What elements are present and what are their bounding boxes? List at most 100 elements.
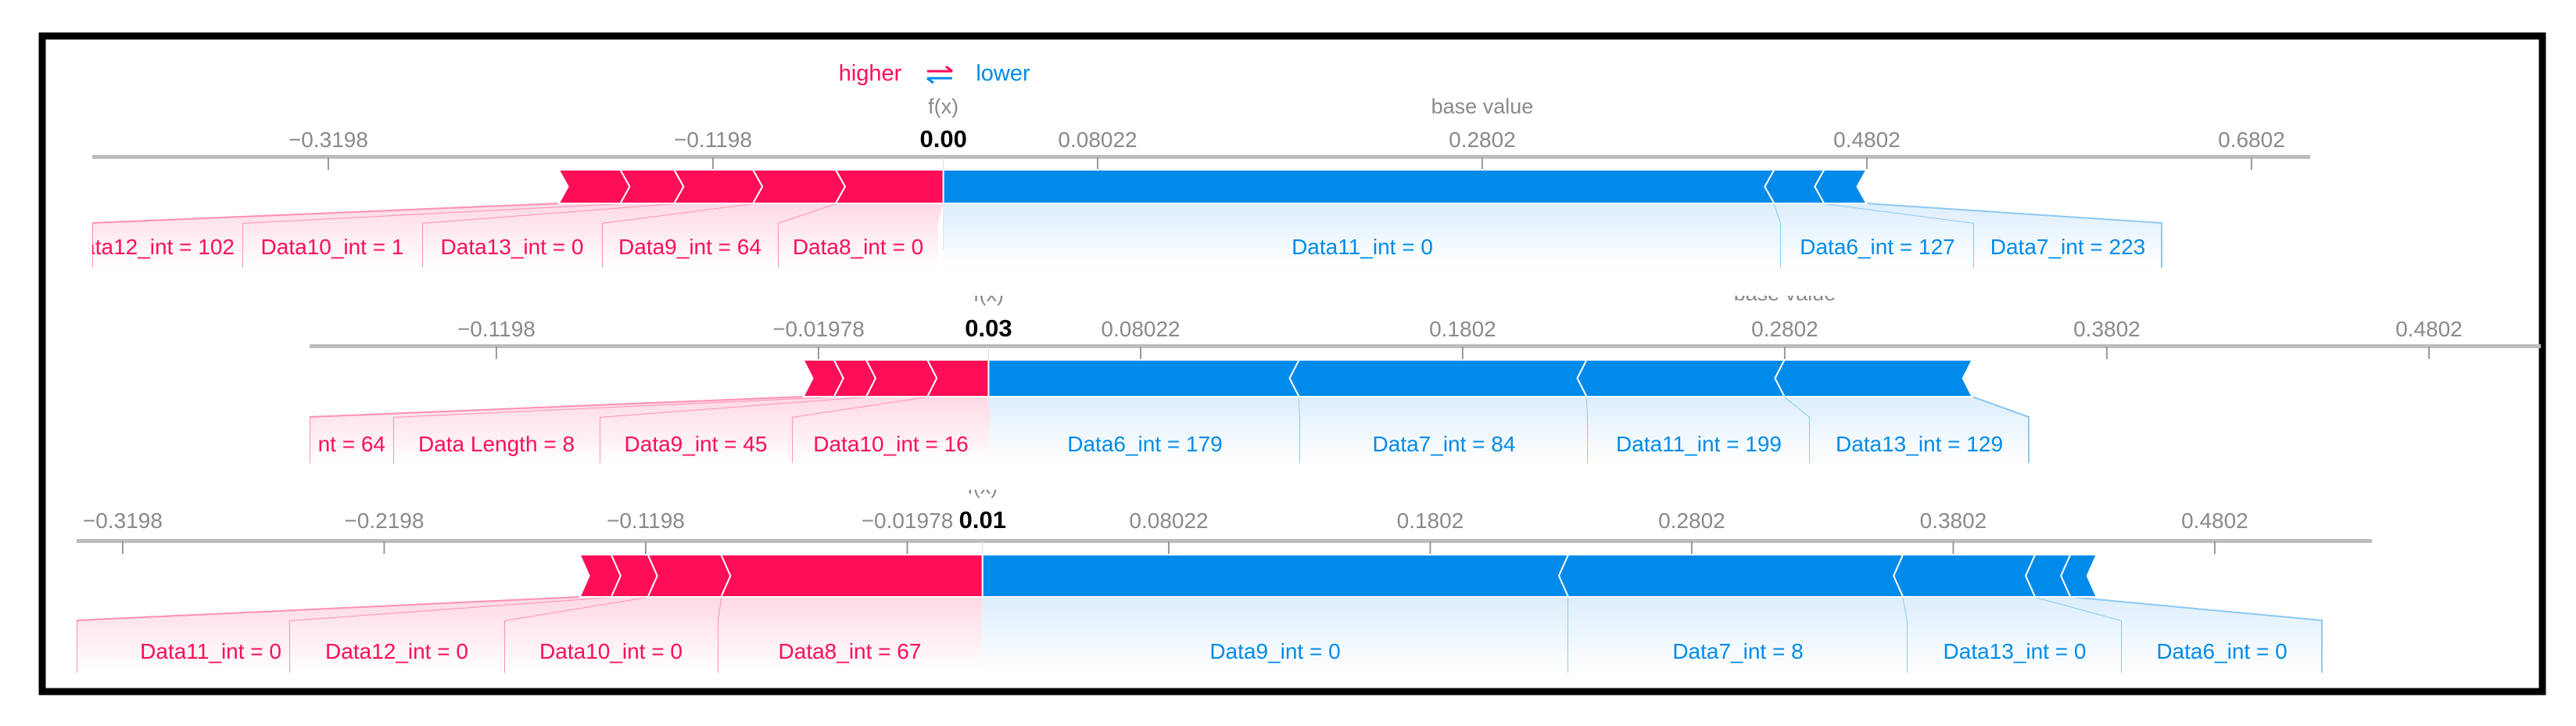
tick-label: −0.01978 <box>772 317 865 341</box>
tick-label: −0.1198 <box>457 317 536 341</box>
feature-label-lower: Data7_int = 223 <box>1990 235 2146 259</box>
feature-connector-fill <box>718 597 983 673</box>
tick-label: −0.3198 <box>288 128 368 152</box>
tick-label: −0.01978 <box>862 509 954 533</box>
feature-connector-line <box>310 396 804 463</box>
feature-label-lower: Data6_int = 127 <box>1800 235 1955 259</box>
fx-value-backing <box>955 505 1009 531</box>
tick-label: −0.1198 <box>607 509 685 533</box>
feature-label-lower: Data7_int = 84 <box>1373 432 1516 456</box>
feature-connector-line <box>77 596 580 673</box>
fx-value: 0.01 <box>959 506 1006 534</box>
feature-label-higher: Data9_int = 64 <box>618 235 761 259</box>
fx-value-backing <box>916 124 970 150</box>
plot-area: f(x) −0.3198 −0.2198 −0.1198 −0.01978 0.08022… <box>77 475 2372 673</box>
feature-connector-fill <box>77 597 611 673</box>
feature-label-higher: nt = 64 <box>318 432 385 456</box>
feature-label-lower: Data9_int = 0 <box>1209 639 1340 663</box>
bar-segment-lower <box>1288 359 1589 397</box>
bar-segment-higher <box>719 554 983 598</box>
feature-connector-fill <box>602 203 836 268</box>
feature-label-lower: Data7_int = 8 <box>1672 639 1803 663</box>
bar-segment-lower <box>1814 169 1868 204</box>
legend: higher lower <box>839 61 1030 86</box>
feature-label-higher: Data8_int = 67 <box>779 639 922 663</box>
feature-connector-line <box>2070 596 2323 673</box>
plot-area: f(x) base value −0.3198 −0.1198 0.08022 0.280… <box>67 95 2310 268</box>
legend-higher: higher <box>839 61 902 86</box>
tick-label: 0.4802 <box>1833 128 1901 152</box>
feature-connector-fill <box>1774 203 1974 268</box>
axis-line <box>77 539 2372 543</box>
feature-connector-line <box>1866 203 2162 268</box>
tick-label: 0.08022 <box>1058 128 1137 152</box>
bar-segment-lower <box>1576 359 1786 397</box>
feature-label-lower: Data13_int = 129 <box>1836 432 2003 456</box>
feature-connector-fill <box>943 203 1781 268</box>
feature-connector-fill <box>504 597 722 673</box>
feature-connector-fill <box>1586 397 1810 463</box>
feature-connector-fill <box>988 397 1300 463</box>
legend-lower: lower <box>976 61 1030 86</box>
force-plot-2: f(x) base value −0.1198 −0.01978 0.08022 0.18… <box>310 296 2541 463</box>
base-value-label: base value <box>1431 95 1534 118</box>
bar-segment-higher <box>865 359 938 397</box>
plot-area: f(x) base value −0.1198 −0.01978 0.08022 0.18… <box>310 296 2541 463</box>
axis-line <box>92 155 2310 159</box>
bar-segment-lower <box>1557 554 1904 598</box>
tick-label: 0.2802 <box>1751 317 1818 341</box>
tick-label: −0.2198 <box>344 509 424 533</box>
tick-label: 0.4802 <box>2181 509 2248 533</box>
feature-connector-fill <box>1903 597 2122 673</box>
bar-segment-lower <box>987 359 1301 397</box>
tick-label: 0.2802 <box>1449 128 1516 152</box>
bar-segment-lower <box>1893 554 2037 598</box>
feature-label-lower: Data6_int = 179 <box>1067 432 1223 456</box>
fx-value-backing <box>962 313 1016 340</box>
feature-connector-fill <box>422 203 754 268</box>
feature-connector-fill <box>1299 397 1588 463</box>
fx-value: 0.03 <box>965 314 1012 342</box>
feature-label-lower: Data13_int = 0 <box>1944 639 2087 663</box>
feature-connector-fill <box>600 397 928 463</box>
feature-connector-fill <box>2035 597 2322 673</box>
bar-segment-lower <box>981 554 1570 598</box>
force-plot-3: f(x) −0.3198 −0.2198 −0.1198 −0.01978 0.08022… <box>77 475 2372 673</box>
fx-value: 0.00 <box>919 125 966 153</box>
feature-connector-line <box>1972 396 2030 463</box>
feature-connector-fill <box>1824 203 2162 268</box>
bar-segment-higher <box>672 169 764 204</box>
feature-label-lower: Data11_int = 199 <box>1616 432 1782 456</box>
tick-label: 0.2802 <box>1658 509 1725 533</box>
feature-connector-fill <box>1784 397 2029 463</box>
tick-label: 0.3802 <box>1920 509 1987 533</box>
feature-label-higher: Data12_int = 102 <box>67 235 235 259</box>
bar-segment-higher <box>557 169 631 204</box>
feature-label-lower: Data6_int = 0 <box>2156 639 2287 663</box>
feature-label-higher: Data10_int = 0 <box>539 639 683 663</box>
feature-connector-fill <box>393 397 866 463</box>
feature-connector-fill <box>310 397 834 463</box>
feature-label-higher: Data11_int = 0 <box>140 639 281 663</box>
tick-label: 0.3802 <box>2073 317 2141 341</box>
tick-label: 0.1802 <box>1429 317 1496 341</box>
tick-label: −0.1198 <box>674 128 752 152</box>
bar-segment-higher <box>834 169 944 204</box>
feature-label-higher: Data10_int = 16 <box>813 432 969 456</box>
feature-label-higher: Data Length = 8 <box>418 432 575 456</box>
bar-segment-lower <box>2060 554 2098 598</box>
feature-connector-line <box>92 203 559 268</box>
feature-label-higher: Data8_int = 0 <box>793 235 923 259</box>
bar-segment-higher <box>751 169 847 204</box>
tick-label: 0.08022 <box>1129 509 1208 533</box>
axis-line <box>310 344 2541 348</box>
feature-connector-fill <box>982 597 1569 673</box>
feature-label-higher: Data13_int = 0 <box>441 235 584 259</box>
bar-segment-lower <box>1774 359 1974 397</box>
force-plot-1: f(x) base value −0.3198 −0.1198 0.08022 0.280… <box>67 95 2310 268</box>
bar-segment-higher <box>647 554 732 598</box>
fx-label: f(x) <box>967 475 998 498</box>
feature-connector-fill <box>1568 597 1908 673</box>
feature-connector-fill <box>792 397 990 463</box>
